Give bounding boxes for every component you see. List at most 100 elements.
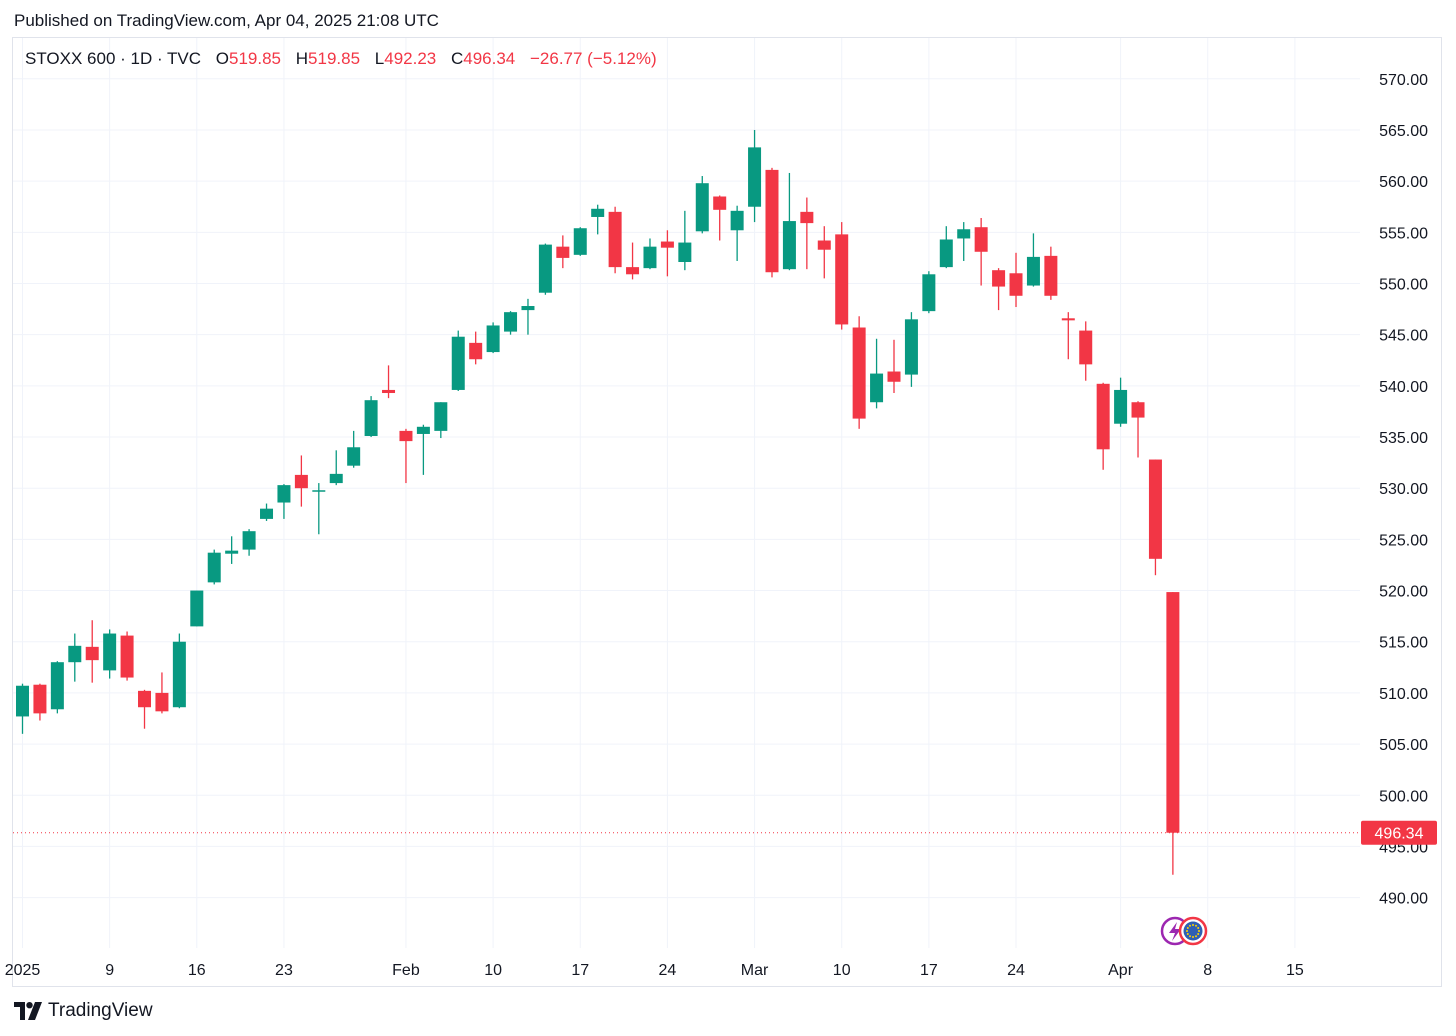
candle-body xyxy=(294,474,308,489)
price-tick-label: 545.00 xyxy=(1379,328,1428,345)
candle xyxy=(922,271,936,314)
candle xyxy=(1026,233,1040,287)
candle-body xyxy=(660,241,674,248)
candle-body xyxy=(800,211,814,224)
candle xyxy=(1044,246,1058,300)
candle xyxy=(730,205,744,261)
eu-star xyxy=(1186,933,1189,935)
candle-body xyxy=(538,244,552,293)
candle-body xyxy=(992,270,1006,287)
time-tick-label: 24 xyxy=(659,962,677,979)
candle-body xyxy=(1166,592,1180,833)
last-price-tag xyxy=(1361,820,1437,845)
candles-layer xyxy=(16,129,1180,875)
candle xyxy=(626,242,640,280)
candle-body xyxy=(608,211,622,268)
legend-open-value: 519.85 xyxy=(229,49,282,68)
candle xyxy=(538,243,552,295)
candle xyxy=(800,197,814,270)
price-tick-label: 565.00 xyxy=(1379,123,1428,140)
time-tick-label: Feb xyxy=(392,962,420,979)
eu-star xyxy=(1197,927,1200,929)
candle xyxy=(695,176,709,234)
candle-body xyxy=(870,373,884,403)
candle-body xyxy=(556,246,570,258)
candle xyxy=(416,424,430,475)
time-tick-label: 2025 xyxy=(5,962,41,979)
candle xyxy=(765,167,779,278)
candle xyxy=(974,217,988,286)
price-tick-label: 520.00 xyxy=(1379,584,1428,601)
price-tick-label: 535.00 xyxy=(1379,430,1428,447)
legend-low-label: L xyxy=(374,49,385,68)
candle-body xyxy=(207,552,221,583)
candle xyxy=(1061,312,1075,360)
candle-body xyxy=(155,692,169,712)
candle xyxy=(1166,592,1180,875)
candle-body xyxy=(120,635,134,678)
candle xyxy=(556,235,570,269)
candle-body xyxy=(242,531,256,550)
candle-body xyxy=(1131,402,1145,418)
candle xyxy=(713,195,727,241)
candle-body xyxy=(730,210,744,231)
candle xyxy=(382,365,396,399)
candle xyxy=(992,268,1006,311)
candle xyxy=(50,661,64,714)
candle-body xyxy=(434,402,448,431)
candle xyxy=(155,672,169,714)
candle xyxy=(573,227,587,256)
candle xyxy=(260,503,274,521)
candle xyxy=(1148,459,1162,576)
candle-body xyxy=(957,229,971,239)
candle-body xyxy=(835,234,849,325)
candle xyxy=(1096,382,1110,470)
candle xyxy=(138,689,152,729)
candle xyxy=(486,322,500,354)
price-tick-label: 550.00 xyxy=(1379,277,1428,294)
candle-body xyxy=(399,430,413,442)
candle-body xyxy=(904,319,918,375)
candle-body xyxy=(416,426,430,434)
candle xyxy=(172,633,186,709)
price-tick-label: 505.00 xyxy=(1379,737,1428,754)
time-tick-label: 10 xyxy=(484,962,502,979)
candle-body xyxy=(1079,330,1093,365)
eu-star xyxy=(1195,935,1197,938)
candle xyxy=(329,450,343,486)
price-tick-label: 490.00 xyxy=(1379,891,1428,908)
candle xyxy=(1079,321,1093,381)
candle xyxy=(190,590,204,627)
candle-body xyxy=(782,221,796,270)
candle-body xyxy=(1009,273,1023,296)
chart-frame[interactable] xyxy=(12,37,1442,987)
candle xyxy=(312,483,326,535)
candle xyxy=(817,226,831,279)
candle-body xyxy=(643,246,657,269)
legend-symbol[interactable]: STOXX 600 · 1D · TVC xyxy=(25,49,202,68)
candle xyxy=(207,549,221,585)
candle xyxy=(68,633,82,682)
tradingview-brand[interactable]: TradingView xyxy=(14,1000,153,1022)
price-tick-label: 530.00 xyxy=(1379,481,1428,498)
lightning-glyph xyxy=(1169,922,1181,941)
price-tick-label: 570.00 xyxy=(1379,72,1428,89)
candle-body xyxy=(1061,318,1075,321)
candle xyxy=(1131,401,1145,458)
candle-body xyxy=(713,196,727,210)
candle xyxy=(103,629,117,679)
eu-star xyxy=(1189,924,1191,927)
eu-flag-event-icon xyxy=(1178,916,1208,946)
ohlc-legend: STOXX 600 · 1D · TVC O519.85 H519.85 L49… xyxy=(25,49,657,69)
candle-body xyxy=(451,336,465,390)
candle xyxy=(347,430,361,468)
candle xyxy=(120,631,134,681)
candle xyxy=(85,620,99,683)
candle-body xyxy=(190,590,204,627)
price-tick-label: 500.00 xyxy=(1379,788,1428,805)
price-tick-label: 555.00 xyxy=(1379,225,1428,242)
candle-body xyxy=(504,312,518,332)
candle-body xyxy=(85,646,99,661)
time-tick-label: 23 xyxy=(275,962,293,979)
